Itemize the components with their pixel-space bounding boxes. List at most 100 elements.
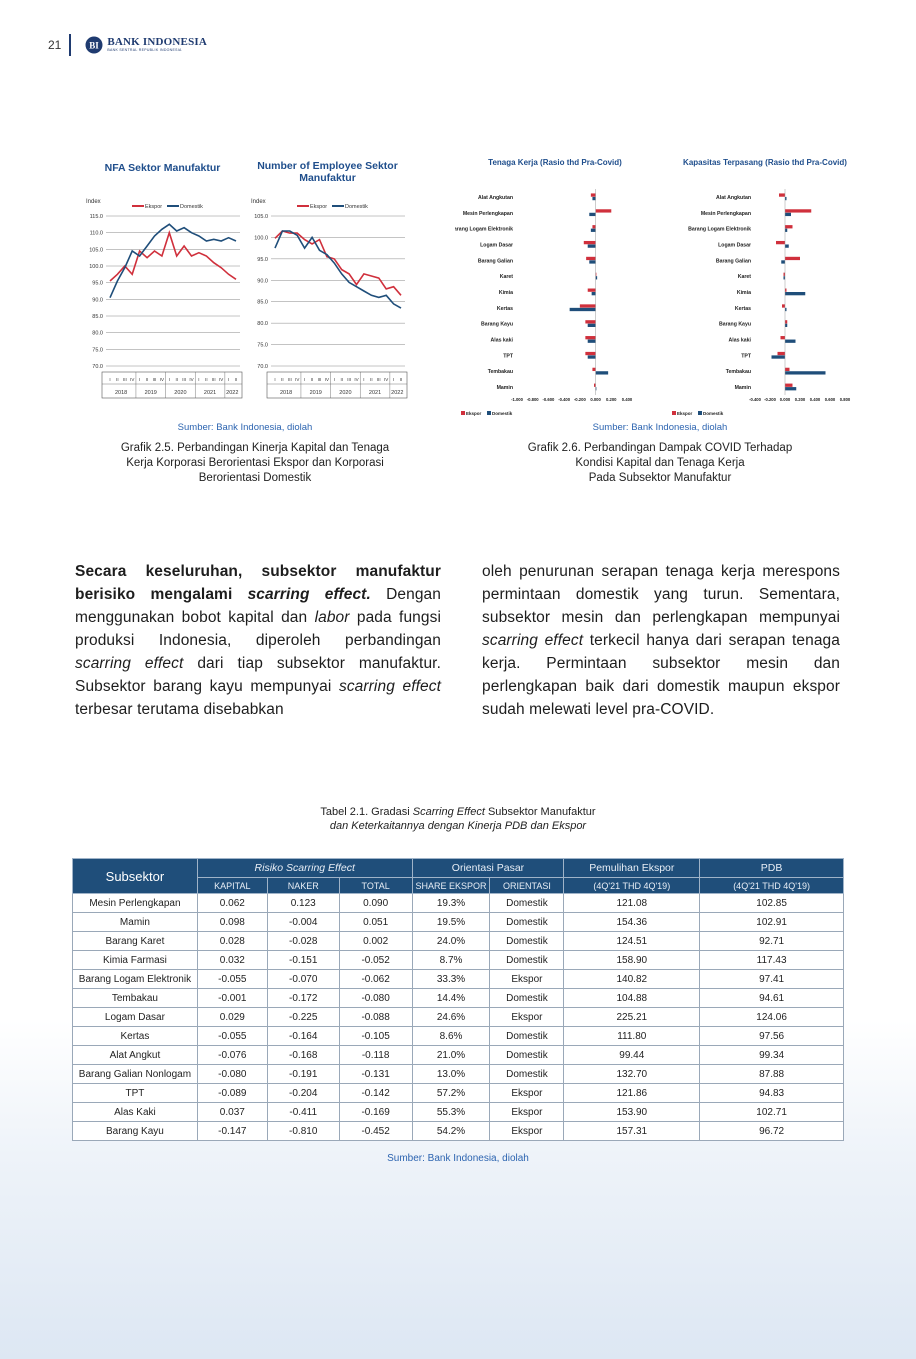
- lead-bold: Secara keseluruhan, subsektor manufaktur…: [75, 563, 441, 603]
- header-orientasi: ORIENTASI: [489, 877, 565, 894]
- cell-pdb: 99.34: [699, 1045, 844, 1065]
- bar-domestik: [785, 371, 826, 375]
- x-tick-label: I: [139, 377, 140, 382]
- cell-share-ekspor: 21.0%: [411, 1045, 491, 1065]
- cell-subsektor: Barang Galian Nonlogam: [72, 1064, 198, 1084]
- y-axis-label: Index: [251, 199, 266, 205]
- cell-pemulihan-ekspor: 154.36: [563, 912, 701, 932]
- table-row: Alas Kaki 0.037 -0.411 -0.169 55.3% Ekspor 153…: [72, 1102, 844, 1122]
- cell-naker: -0.028: [266, 931, 340, 951]
- caption-line: Kondisi Kapital dan Tenaga Kerja: [575, 457, 745, 469]
- series-line-ekspor: [274, 230, 402, 296]
- header-divider: [69, 34, 72, 56]
- cell-subsektor: Tembakau: [72, 988, 198, 1008]
- x-tick-label: II: [281, 377, 284, 382]
- bar-ekspor: [595, 209, 612, 213]
- legend-swatch-domestik: [487, 411, 491, 415]
- x-tick-label: I: [334, 377, 335, 382]
- year-label: 2021: [204, 390, 216, 396]
- chart-title: Kapasitas Terpasang (Rasio thd Pra-Covid…: [683, 158, 847, 167]
- cell-pdb: 96.72: [699, 1121, 844, 1141]
- x-tick-label: IV: [384, 377, 388, 382]
- x-tick-label: III: [347, 377, 351, 382]
- x-axis-box: [101, 371, 243, 399]
- bar-ekspor: [780, 336, 785, 340]
- cell-pdb: 124.06: [699, 1007, 844, 1027]
- cell-kapital: -0.055: [196, 969, 268, 989]
- category-label: Alas kaki: [729, 338, 752, 344]
- table-row: Barang Karet 0.028 -0.028 0.002 24.0% Domesti…: [72, 931, 844, 951]
- y-tick-label: 95.0: [92, 281, 103, 287]
- x-tick-label: -0.400: [749, 397, 762, 402]
- chart-title: Tenaga Kerja (Rasio thd Pra-Covid): [488, 158, 622, 167]
- cell-share-ekspor: 19.3%: [411, 893, 491, 913]
- bar-ekspor: [587, 288, 596, 292]
- bar-domestik: [785, 292, 806, 296]
- category-label: Logam Dasar: [718, 242, 751, 248]
- x-tick-label: III: [123, 377, 127, 382]
- cell-kapital: -0.076: [196, 1045, 268, 1065]
- page-number: 21: [48, 38, 62, 52]
- bar-domestik: [785, 323, 788, 327]
- bar-ekspor: [776, 240, 785, 245]
- bar-ekspor: [783, 272, 785, 276]
- cell-total: -0.105: [338, 1026, 413, 1046]
- cell-naker: 0.123: [266, 893, 340, 913]
- x-tick-label: IV: [189, 377, 193, 382]
- x-tick-label: -0.600: [542, 397, 555, 402]
- cell-pdb: 102.91: [699, 912, 844, 932]
- cell-naker: -0.191: [266, 1064, 340, 1084]
- header-pemulihan: Pemulihan Ekspor: [563, 858, 701, 878]
- x-tick-label: 0.200: [606, 397, 617, 402]
- cell-naker: -0.168: [266, 1045, 340, 1065]
- text-italic: labor: [314, 609, 350, 626]
- x-tick-label: II: [175, 377, 178, 382]
- category-label: Mesin Perlengkapan: [701, 211, 751, 217]
- cell-subsektor: TPT: [72, 1083, 198, 1103]
- cell-orientasi: Domestik: [489, 931, 565, 951]
- cell-naker: -0.164: [266, 1026, 340, 1046]
- bar-ekspor: [777, 351, 785, 356]
- caption-line: Grafik 2.6. Perbandingan Dampak COVID Te…: [527, 442, 793, 454]
- lead-bold-italic: scarring effect.: [247, 586, 371, 603]
- header-pdb: PDB: [699, 858, 844, 878]
- x-tick-label: II: [116, 377, 119, 382]
- cell-orientasi: Domestik: [489, 1026, 565, 1046]
- x-tick-label: IV: [219, 377, 223, 382]
- cell-naker: -0.225: [266, 1007, 340, 1027]
- x-tick-label: I: [274, 377, 275, 382]
- cell-share-ekspor: 8.7%: [411, 950, 491, 970]
- year-label: 2020: [174, 390, 186, 396]
- x-tick-label: I: [109, 377, 110, 382]
- text: terbesar terutama disebabkan: [75, 701, 284, 718]
- y-tick-label: 75.0: [92, 347, 103, 353]
- cell-naker: -0.004: [266, 912, 340, 932]
- x-tick-label: II: [340, 377, 343, 382]
- cell-subsektor: Mesin Perlengkapan: [72, 893, 198, 913]
- cell-share-ekspor: 24.6%: [411, 1007, 491, 1027]
- bar-domestik: [587, 244, 596, 248]
- cell-total: 0.090: [338, 893, 413, 913]
- y-tick-label: 100.0: [254, 235, 268, 241]
- cell-orientasi: Domestik: [489, 950, 565, 970]
- text: Dengan menggunakan bobot kapital dan: [75, 586, 441, 626]
- bar-ekspor: [785, 225, 793, 229]
- x-tick-label: III: [377, 377, 381, 382]
- cell-subsektor: Barang Kayu: [72, 1121, 198, 1141]
- cell-pemulihan-ekspor: 140.82: [563, 969, 701, 989]
- category-label: Kimia: [499, 290, 513, 296]
- x-tick-label: II: [370, 377, 373, 382]
- bar-ekspor: [785, 367, 790, 372]
- employee-line-chart-svg: Index Ekspor Domestik 105.0 100.0 95.0 90.0 85.…: [251, 199, 408, 399]
- cell-total: -0.118: [338, 1045, 413, 1065]
- year-label: 2022: [226, 390, 238, 396]
- cell-subsektor: Kertas: [72, 1026, 198, 1046]
- bar-domestik: [783, 276, 785, 280]
- category-label: Tembakau: [726, 369, 751, 375]
- series-line-domestik: [274, 230, 402, 309]
- left-chart-source: Sumber: Bank Indonesia, diolah: [177, 422, 313, 433]
- header-pemulihan-period: (4Q'21 THD 4Q'19): [563, 877, 701, 894]
- x-tick-label: IV: [354, 377, 358, 382]
- y-tick-label: 80.0: [92, 331, 103, 337]
- caption-line: Pada Subsektor Manufaktur: [588, 472, 732, 484]
